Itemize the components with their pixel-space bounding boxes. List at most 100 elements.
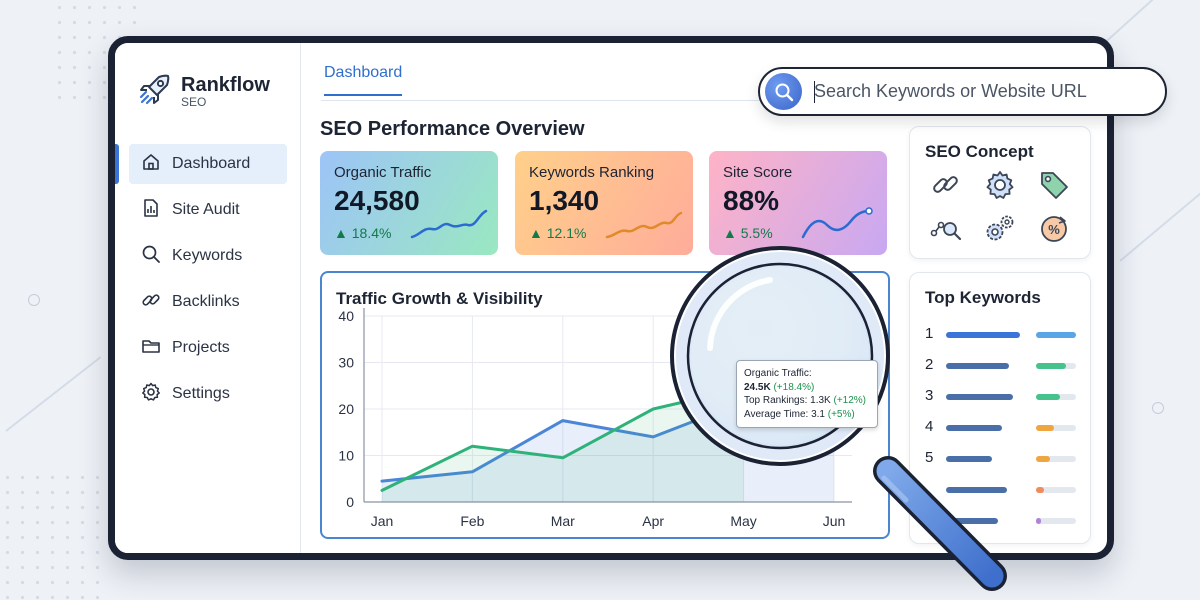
top-keywords-panel: Top Keywords 1 2 3 4 5 xyxy=(909,272,1091,544)
keyword-row[interactable]: 4 xyxy=(925,418,1080,438)
keyword-row[interactable] xyxy=(925,511,1080,531)
background-circle xyxy=(28,294,40,306)
keyword-secondary-track xyxy=(1036,425,1076,431)
sparkline-icon xyxy=(801,207,873,239)
keyword-row[interactable] xyxy=(925,480,1080,500)
sidebar-item-keywords[interactable]: Keywords xyxy=(129,236,287,276)
keyword-row[interactable]: 2 xyxy=(925,356,1080,376)
keyword-secondary-bar xyxy=(1036,487,1044,493)
sidebar-nav: Dashboard Site Audit Keywords Backlinks xyxy=(115,144,287,420)
x-tick-label: Mar xyxy=(551,513,575,529)
keyword-primary-bar xyxy=(946,487,1007,493)
active-indicator xyxy=(115,144,119,184)
series-area xyxy=(382,388,744,502)
brand-name: Rankflow xyxy=(181,73,270,96)
magnifying-glass-icon xyxy=(670,246,1007,591)
site-score-card[interactable]: Site Score 88% ▲ 5.5% xyxy=(709,151,887,255)
card-delta: ▲ 12.1% xyxy=(529,225,587,241)
keyword-secondary-track xyxy=(1036,518,1076,524)
keyword-secondary-track xyxy=(1036,394,1076,400)
card-label: Keywords Ranking xyxy=(529,164,655,181)
keyword-secondary-track xyxy=(1036,363,1076,369)
card-delta: ▲ 5.5% xyxy=(723,225,773,241)
home-icon xyxy=(141,152,161,177)
card-label: Organic Traffic xyxy=(334,164,432,181)
keywords-ranking-card[interactable]: Keywords Ranking 1,340 ▲ 12.1% xyxy=(515,151,693,255)
keyword-row[interactable]: 5 xyxy=(925,449,1080,469)
rocket-icon xyxy=(137,71,173,112)
tooltip-change: (+18.4%) xyxy=(773,381,815,393)
search-input[interactable] xyxy=(814,81,1154,102)
sidebar-item-label: Dashboard xyxy=(172,155,251,172)
sidebar-item-backlinks[interactable]: Backlinks xyxy=(129,282,287,322)
card-value: 88% xyxy=(723,185,780,216)
sidebar: Rankflow SEO Dashboard Site Audit xyxy=(115,43,301,553)
chart-tooltip: Organic Traffic: 24.5K (+18.4%) Top Rank… xyxy=(736,360,878,428)
tooltip-label: Top Rankings: 1.3K xyxy=(744,395,831,406)
sparkline-icon xyxy=(410,209,488,239)
x-tick-label: Jan xyxy=(371,513,394,529)
sidebar-item-label: Keywords xyxy=(172,247,243,264)
link-icon[interactable] xyxy=(930,169,962,201)
keyword-primary-bar xyxy=(946,518,998,524)
x-tick-label: Jun xyxy=(823,513,846,529)
keyword-primary-bar xyxy=(946,456,992,462)
background-line xyxy=(1119,189,1200,262)
tag-icon[interactable] xyxy=(1038,169,1070,201)
report-icon xyxy=(141,198,161,223)
y-tick-label: 20 xyxy=(338,401,354,417)
search-icon xyxy=(775,83,793,101)
tooltip-line: Top Rankings: 1.3K (+12%) xyxy=(744,394,870,408)
keyword-rank: 2 xyxy=(925,356,934,373)
y-tick-label: 10 xyxy=(338,448,354,464)
keyword-secondary-bar xyxy=(1036,425,1054,431)
sidebar-item-label: Backlinks xyxy=(172,293,240,310)
sidebar-item-settings[interactable]: Settings xyxy=(129,374,287,414)
x-tick-label: Feb xyxy=(460,513,484,529)
gear-icon[interactable] xyxy=(984,169,1016,201)
keyword-secondary-bar xyxy=(1036,363,1066,369)
percent-badge-icon[interactable]: % xyxy=(1038,213,1070,245)
tooltip-line: Organic Traffic: xyxy=(744,368,812,379)
keyword-rank: 1 xyxy=(925,325,934,342)
keyword-primary-bar xyxy=(946,394,1013,400)
gear-icon xyxy=(141,382,161,407)
seo-concept-panel: SEO Concept xyxy=(909,126,1091,259)
sidebar-item-dashboard[interactable]: Dashboard xyxy=(129,144,287,184)
brand-subtitle: SEO xyxy=(181,94,207,109)
keyword-rank: 5 xyxy=(925,449,934,466)
tooltip-change: (+12%) xyxy=(833,395,867,406)
gears-icon[interactable] xyxy=(984,213,1016,245)
sidebar-item-site-audit[interactable]: Site Audit xyxy=(129,190,287,230)
keyword-primary-bar xyxy=(946,363,1009,369)
keyword-row[interactable]: 3 xyxy=(925,387,1080,407)
app-window: Rankflow SEO Dashboard Site Audit xyxy=(108,36,1114,560)
organic-traffic-card[interactable]: Organic Traffic 24,580 ▲ 18.4% xyxy=(320,151,498,255)
keyword-primary-bar xyxy=(946,425,1002,431)
keyword-secondary-bar xyxy=(1036,332,1076,338)
tooltip-change: (+5%) xyxy=(827,408,855,420)
background-circle xyxy=(1152,402,1164,414)
text-caret xyxy=(814,81,815,103)
keyword-secondary-bar xyxy=(1036,394,1060,400)
keyword-rank: 3 xyxy=(925,387,934,404)
card-value: 1,340 xyxy=(529,185,600,216)
keyword-row[interactable]: 1 xyxy=(925,325,1080,345)
tooltip-label: Average Time: 3.1 xyxy=(744,408,825,420)
search-bar xyxy=(758,67,1167,116)
search-button[interactable] xyxy=(765,73,802,110)
keyword-secondary-track xyxy=(1036,487,1076,493)
link-icon xyxy=(141,290,161,315)
keyword-primary-bar xyxy=(946,332,1020,338)
card-value: 24,580 xyxy=(334,185,420,216)
sidebar-item-label: Settings xyxy=(172,385,230,402)
sidebar-item-projects[interactable]: Projects xyxy=(129,328,287,368)
y-tick-label: 40 xyxy=(338,308,354,324)
background-line xyxy=(5,356,102,432)
tab-dashboard[interactable]: Dashboard xyxy=(324,64,403,96)
keyword-secondary-track xyxy=(1036,456,1076,462)
network-search-icon[interactable] xyxy=(930,213,962,245)
brand[interactable]: Rankflow SEO xyxy=(137,71,270,112)
sidebar-item-label: Projects xyxy=(172,339,230,356)
page-title: SEO Performance Overview xyxy=(320,118,585,140)
